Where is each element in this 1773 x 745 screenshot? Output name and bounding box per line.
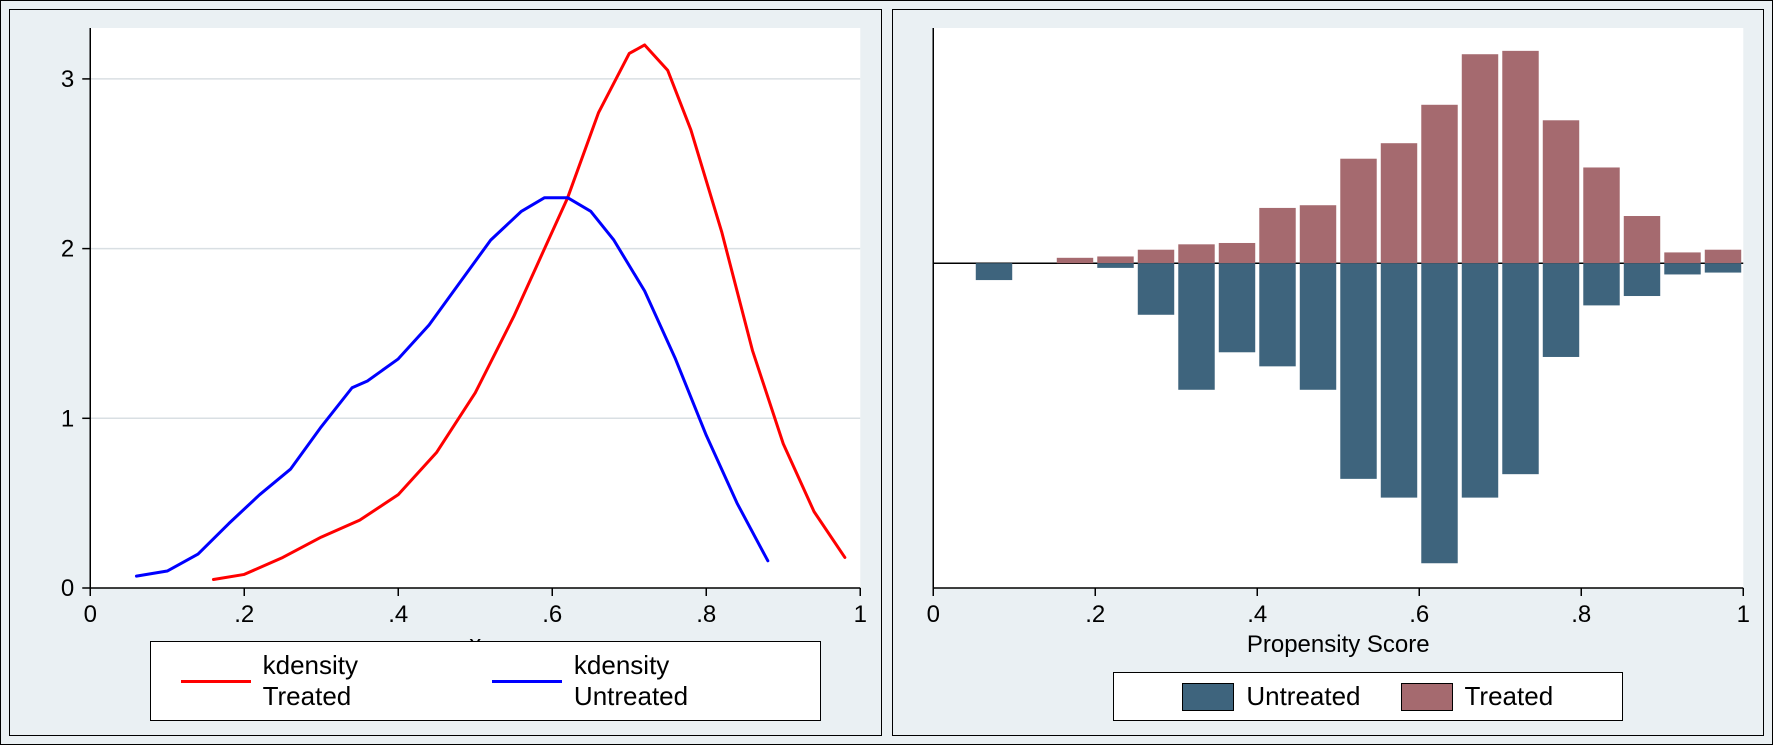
left-legend: kdensity Treated kdensity Untreated [150, 641, 821, 721]
svg-text:.2: .2 [1085, 601, 1105, 628]
legend-label: kdensity Treated [263, 650, 453, 712]
svg-text:3: 3 [61, 66, 74, 93]
figure: 0.2.4.6.810123x kdensity Treatedkdensity… [0, 0, 1773, 745]
svg-text:1: 1 [1736, 601, 1749, 628]
right-legend: Untreated Treated [1113, 672, 1624, 721]
legend-item: kdensity Untreated [492, 650, 789, 712]
svg-text:.6: .6 [542, 601, 562, 628]
legend-line [181, 680, 251, 683]
right-panel: 0 .2 .4 .6 .8 1 Propensity Score Untreated Trea… [892, 9, 1765, 736]
legend-item: kdensity Treated [181, 650, 452, 712]
left-panel: 0.2.4.6.810123x kdensity Treatedkdensity… [9, 9, 882, 736]
svg-text:.6: .6 [1409, 601, 1429, 628]
svg-text:.8: .8 [696, 601, 716, 628]
legend-label: kdensity Untreated [574, 650, 790, 712]
svg-text:0: 0 [84, 601, 97, 628]
svg-text:2: 2 [61, 236, 74, 263]
legend-swatch [1182, 683, 1234, 711]
svg-text:0: 0 [61, 575, 74, 602]
svg-text:.8: .8 [1571, 601, 1591, 628]
legend-line [492, 680, 562, 683]
svg-text:0: 0 [926, 601, 939, 628]
legend-label: Untreated [1246, 681, 1360, 712]
propensity-histogram: 0 .2 .4 .6 .8 1 Propensity Score [893, 10, 1764, 735]
svg-text:.4: .4 [388, 601, 408, 628]
svg-text:.2: .2 [234, 601, 254, 628]
legend-item: Untreated [1182, 681, 1360, 712]
svg-text:1: 1 [854, 601, 867, 628]
x-axis-label: Propensity Score [1246, 631, 1429, 658]
legend-swatch [1401, 683, 1453, 711]
kdensity-chart: 0.2.4.6.810123x [10, 10, 881, 735]
legend-item: Treated [1401, 681, 1554, 712]
svg-text:.4: .4 [1247, 601, 1267, 628]
svg-text:1: 1 [61, 405, 74, 432]
legend-label: Treated [1465, 681, 1554, 712]
